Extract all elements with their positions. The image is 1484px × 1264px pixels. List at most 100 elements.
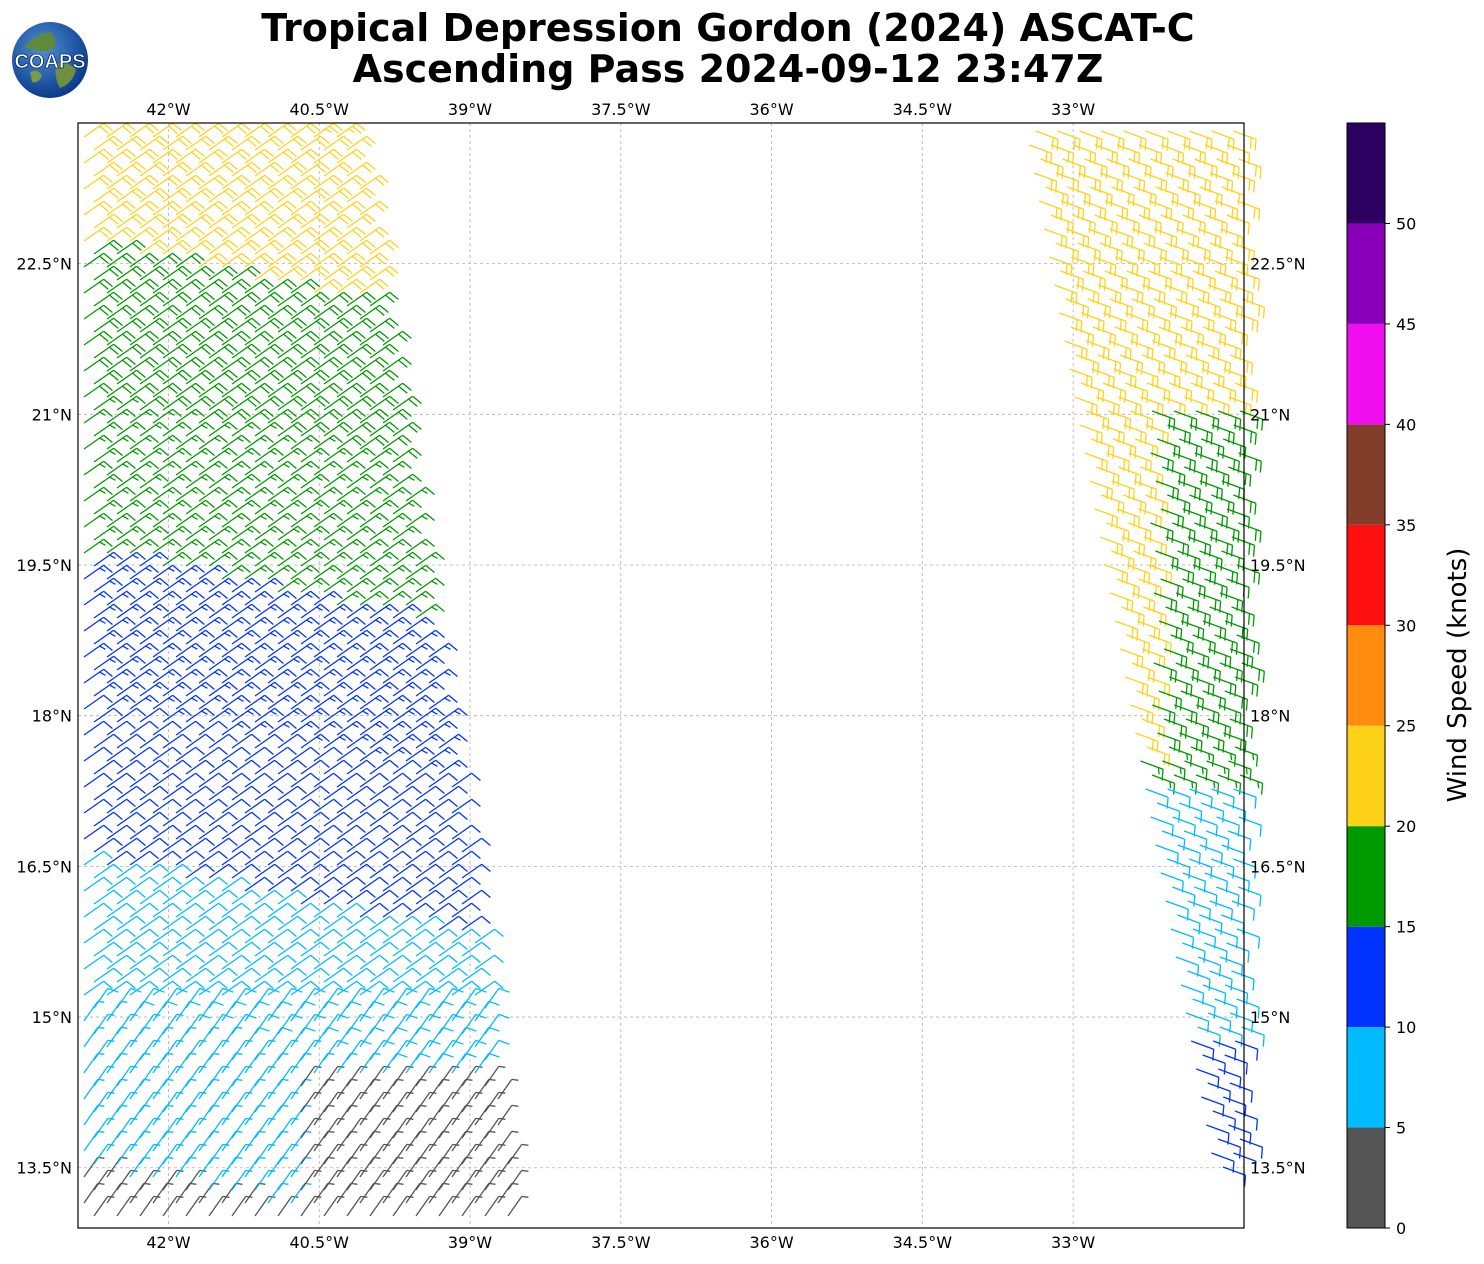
wind-barb [277, 785, 307, 801]
wind-barb [254, 863, 284, 879]
wind-barb [198, 772, 228, 788]
wind-barb [359, 460, 389, 476]
wind-barb [267, 486, 297, 502]
lon-tick-label-top: 39°W [448, 100, 492, 119]
wind-barb [507, 1195, 529, 1217]
lat-tick-label-right: 19.5°N [1250, 556, 1306, 575]
wind-barb [162, 603, 192, 619]
wind-barb [116, 629, 146, 645]
wind-barb [474, 1182, 496, 1204]
wind-barb [139, 681, 169, 697]
wind-barb [313, 564, 343, 580]
wind-barb [267, 798, 297, 814]
wind-barb [116, 161, 146, 177]
wind-barb [152, 200, 182, 216]
wind-barb [1131, 662, 1155, 683]
wind-barb [369, 967, 399, 983]
wind-barb [392, 577, 422, 593]
wind-barb [336, 1130, 358, 1152]
wind-barb [1199, 186, 1223, 207]
wind-barb [359, 304, 389, 320]
wind-barb [198, 564, 228, 580]
wind-barb [267, 980, 297, 996]
wind-barb [221, 1104, 243, 1126]
wind-barb [1062, 158, 1086, 179]
wind-barb [129, 330, 159, 346]
wind-barb [1150, 158, 1174, 179]
wind-barb [116, 525, 146, 541]
wind-barb [359, 226, 389, 242]
wind-barb [369, 577, 399, 593]
wind-barb [359, 1000, 385, 1022]
wind-barb [1204, 942, 1228, 963]
wind-barb [129, 590, 159, 606]
wind-barb [1233, 130, 1257, 151]
wind-barb [175, 798, 205, 814]
wind-barb [221, 850, 251, 866]
wind-barb [254, 473, 284, 489]
wind-barb [290, 1052, 312, 1074]
wind-barb [1182, 578, 1206, 599]
wind-barb [1222, 1166, 1247, 1187]
wind-barb [359, 174, 389, 190]
wind-barb [1170, 634, 1194, 655]
wind-barb [162, 837, 192, 853]
colorbar-bin-4 [1347, 725, 1385, 827]
wind-barb [382, 980, 412, 996]
wind-barb [1207, 1082, 1231, 1103]
wind-barb [1209, 242, 1233, 263]
wind-barb [290, 824, 320, 840]
wind-barb [277, 161, 307, 177]
wind-barb [267, 668, 297, 684]
wind-barb [313, 434, 343, 450]
wind-barb [198, 980, 228, 996]
wind-barb [254, 629, 284, 645]
wind-barb [139, 1065, 161, 1087]
wind-barb [369, 291, 399, 307]
wind-barb [428, 668, 458, 684]
wind-barb [277, 369, 307, 385]
wind-barb [1035, 130, 1059, 151]
wind-barb [1194, 158, 1218, 179]
wind-barb [244, 928, 274, 944]
wind-barb [336, 590, 366, 606]
wind-barb [323, 759, 353, 775]
wind-barb [221, 694, 251, 710]
wind-barb [369, 551, 399, 567]
wind-barbs-layer [83, 122, 1266, 1217]
wind-barb [336, 122, 366, 138]
wind-barb [267, 174, 297, 190]
wind-barb [231, 135, 261, 151]
wind-barb [300, 525, 330, 541]
wind-barb [1182, 214, 1206, 235]
wind-barb [1180, 690, 1205, 711]
wind-barb [1146, 746, 1171, 767]
wind-barb [1231, 536, 1256, 557]
wind-barb [438, 1169, 460, 1191]
lat-tick-label-left: 22.5°N [16, 255, 72, 274]
wind-barb [231, 629, 261, 645]
wind-barb [208, 343, 238, 359]
wind-barb [382, 850, 412, 866]
wind-barb [93, 863, 123, 879]
wind-barb [244, 1156, 266, 1178]
wind-barb [231, 785, 261, 801]
wind-barb [267, 824, 297, 840]
wind-barb [428, 798, 458, 814]
wind-barb [313, 408, 343, 424]
wind-barb [231, 395, 261, 411]
wind-barb [83, 590, 113, 606]
wind-barb [106, 122, 136, 138]
wind-barb [474, 980, 504, 996]
wind-barb [139, 473, 169, 489]
wind-barb [1200, 438, 1225, 459]
wind-barb [244, 252, 274, 268]
wind-barb [139, 291, 169, 307]
wind-barb [139, 811, 169, 827]
wind-barb [428, 1104, 450, 1126]
wind-barb [162, 187, 192, 203]
wind-barb [198, 512, 228, 528]
wind-barb [346, 187, 376, 203]
wind-barb [175, 876, 205, 892]
wind-barb [290, 902, 320, 918]
